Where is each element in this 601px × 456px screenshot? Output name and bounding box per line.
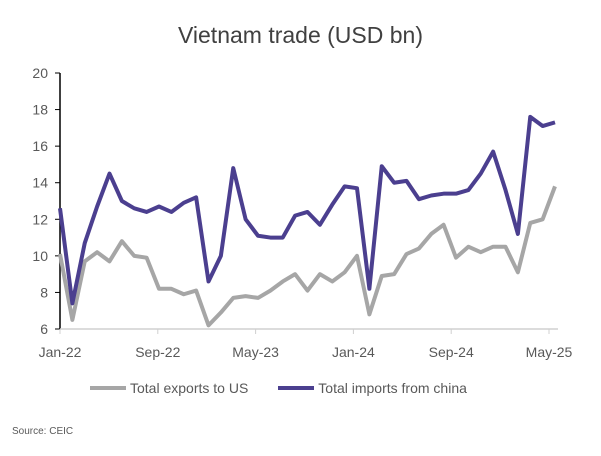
legend-swatch <box>90 386 126 390</box>
x-tick-label: Jan-24 <box>332 344 375 360</box>
x-tick-label: May-23 <box>232 344 279 360</box>
y-tick-label: 20 <box>32 65 48 81</box>
y-tick-label: 14 <box>32 175 48 191</box>
legend-swatch <box>278 386 315 390</box>
x-tick-label: May-25 <box>526 344 573 360</box>
y-tick-label: 10 <box>32 248 48 264</box>
x-tick-label: Sep-22 <box>135 344 180 360</box>
legend-item-imports: Total imports from china <box>278 380 467 396</box>
legend-item-exports: Total exports to US <box>90 380 248 396</box>
y-tick-label: 18 <box>32 102 48 118</box>
y-tick-label: 8 <box>40 284 48 300</box>
x-tick-label: Sep-24 <box>429 344 474 360</box>
x-tick-label: Jan-22 <box>39 344 82 360</box>
y-tick-label: 16 <box>32 138 48 154</box>
legend: Total exports to US Total imports from c… <box>90 380 467 396</box>
chart-title: Vietnam trade (USD bn) <box>177 22 423 48</box>
source-note: Source: CEIC <box>12 426 74 437</box>
y-tick-label: 6 <box>40 321 48 337</box>
series-line-1 <box>58 114 556 306</box>
legend-label: Total imports from china <box>318 380 467 396</box>
legend-label: Total exports to US <box>130 380 249 396</box>
y-tick-label: 12 <box>32 211 48 227</box>
